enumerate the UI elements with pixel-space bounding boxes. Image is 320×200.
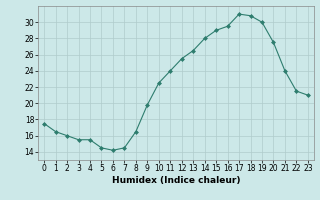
X-axis label: Humidex (Indice chaleur): Humidex (Indice chaleur) (112, 176, 240, 185)
